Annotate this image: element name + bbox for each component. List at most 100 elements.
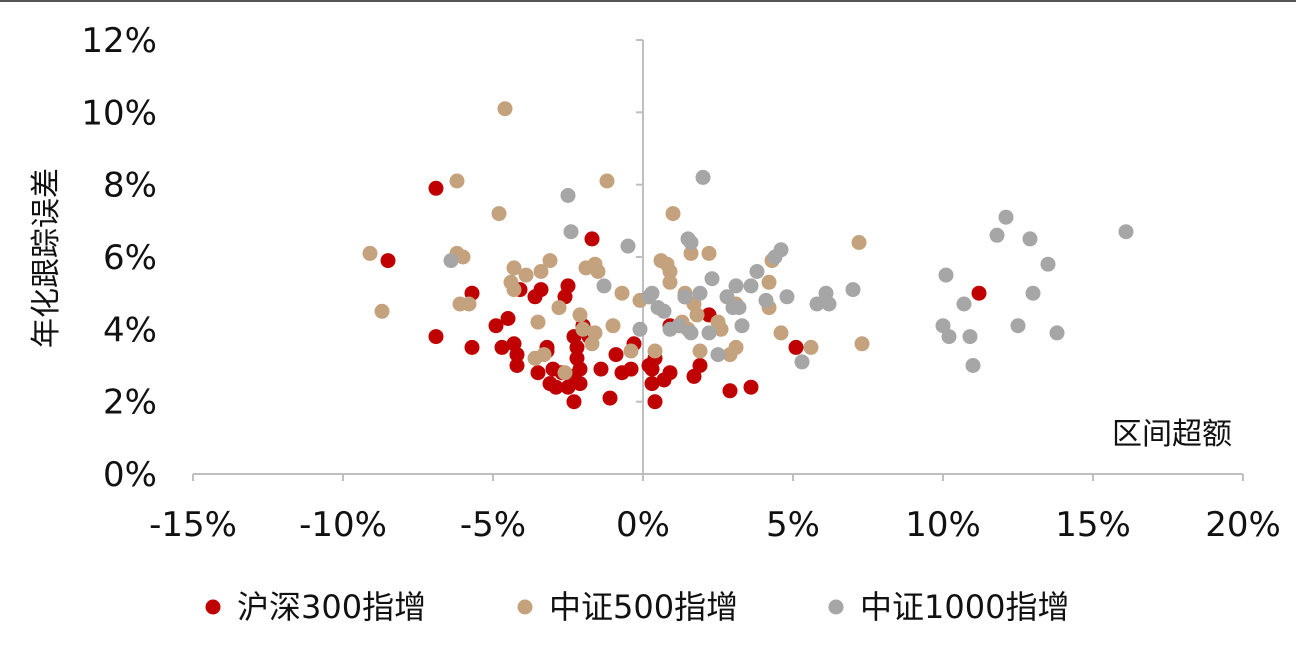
y-tick-label: 8% xyxy=(103,166,157,206)
data-point xyxy=(587,325,603,341)
data-point xyxy=(530,314,546,330)
y-tick-label: 4% xyxy=(103,310,157,350)
data-point xyxy=(566,394,582,410)
x-tick-label: 10% xyxy=(905,505,981,545)
data-point xyxy=(962,329,978,345)
data-point xyxy=(551,300,567,316)
data-point xyxy=(533,264,549,279)
x-tick-label: -10% xyxy=(299,505,387,545)
data-point xyxy=(509,358,525,373)
data-points xyxy=(362,101,1134,410)
legend-item: 中证500指增 xyxy=(517,588,738,626)
x-tick-label: 5% xyxy=(766,505,820,545)
data-point xyxy=(509,347,525,363)
data-point xyxy=(779,289,795,305)
data-point xyxy=(557,365,573,381)
data-point xyxy=(500,311,516,326)
y-tick-label: 6% xyxy=(103,238,157,278)
data-point xyxy=(689,307,705,323)
data-point xyxy=(518,267,534,283)
data-point xyxy=(713,321,729,337)
data-point xyxy=(773,325,789,341)
data-point xyxy=(677,289,693,305)
data-point xyxy=(542,253,558,269)
axes: -15% -10% -5% 0% 5% 10% 15% 20% 0% 2% 4% 6% 8% 10% 12% xyxy=(81,21,1280,545)
data-point xyxy=(461,296,477,312)
data-point xyxy=(989,227,1005,243)
data-point xyxy=(743,379,759,395)
data-point xyxy=(1040,256,1056,272)
data-point xyxy=(692,343,708,359)
data-point xyxy=(644,376,660,392)
data-point xyxy=(821,296,837,312)
legend-label: 中证1000指增 xyxy=(860,588,1069,626)
data-point xyxy=(548,379,564,395)
y-tick-label: 0% xyxy=(103,455,157,495)
data-point xyxy=(758,292,774,308)
data-point xyxy=(608,347,624,363)
data-point xyxy=(683,235,699,250)
data-point xyxy=(731,300,747,316)
data-point xyxy=(605,318,621,334)
data-point xyxy=(803,339,819,355)
data-point xyxy=(704,271,720,287)
data-point xyxy=(533,282,549,298)
x-tick-label: -15% xyxy=(149,505,237,545)
data-point xyxy=(941,329,957,345)
legend-label: 沪深300指增 xyxy=(237,588,426,626)
data-point xyxy=(788,339,804,355)
data-point xyxy=(728,339,744,355)
data-point xyxy=(593,361,609,377)
data-point xyxy=(602,390,618,406)
data-point xyxy=(728,278,744,294)
data-point xyxy=(851,235,867,250)
data-point xyxy=(464,339,480,355)
data-point xyxy=(572,361,588,377)
data-point xyxy=(563,224,579,240)
data-point xyxy=(572,376,588,392)
data-point xyxy=(662,365,678,381)
data-point xyxy=(620,238,636,254)
y-tick-label: 12% xyxy=(81,21,157,61)
data-point xyxy=(809,296,825,312)
data-point xyxy=(845,282,861,298)
data-point xyxy=(683,325,699,341)
data-point xyxy=(662,264,678,279)
data-point xyxy=(560,188,576,203)
data-point xyxy=(569,339,585,355)
data-point xyxy=(761,274,777,290)
data-point xyxy=(998,209,1014,225)
data-point xyxy=(773,242,789,258)
data-point xyxy=(536,347,552,363)
data-point xyxy=(596,278,612,294)
data-point xyxy=(710,347,726,363)
data-point xyxy=(1022,231,1038,247)
x-tick-label: 20% xyxy=(1205,505,1281,545)
data-point xyxy=(662,274,678,290)
data-point xyxy=(443,253,459,269)
data-point xyxy=(644,285,660,301)
data-point xyxy=(449,173,465,189)
data-point xyxy=(560,278,576,294)
data-point xyxy=(497,101,513,117)
data-point xyxy=(374,303,390,319)
data-point xyxy=(428,180,444,196)
data-point xyxy=(665,206,681,222)
data-point xyxy=(362,245,378,261)
data-point xyxy=(530,365,546,381)
data-point xyxy=(1049,325,1065,341)
data-point xyxy=(965,358,981,373)
legend-marker xyxy=(205,599,221,615)
data-point xyxy=(701,325,717,341)
data-point xyxy=(491,206,507,222)
data-point xyxy=(584,231,600,247)
data-point xyxy=(647,394,663,410)
data-point xyxy=(647,343,663,359)
data-point xyxy=(971,285,987,301)
legend-marker xyxy=(517,599,533,615)
data-point xyxy=(722,383,738,399)
data-point xyxy=(488,318,504,334)
data-point xyxy=(590,264,606,279)
data-point xyxy=(572,307,588,323)
